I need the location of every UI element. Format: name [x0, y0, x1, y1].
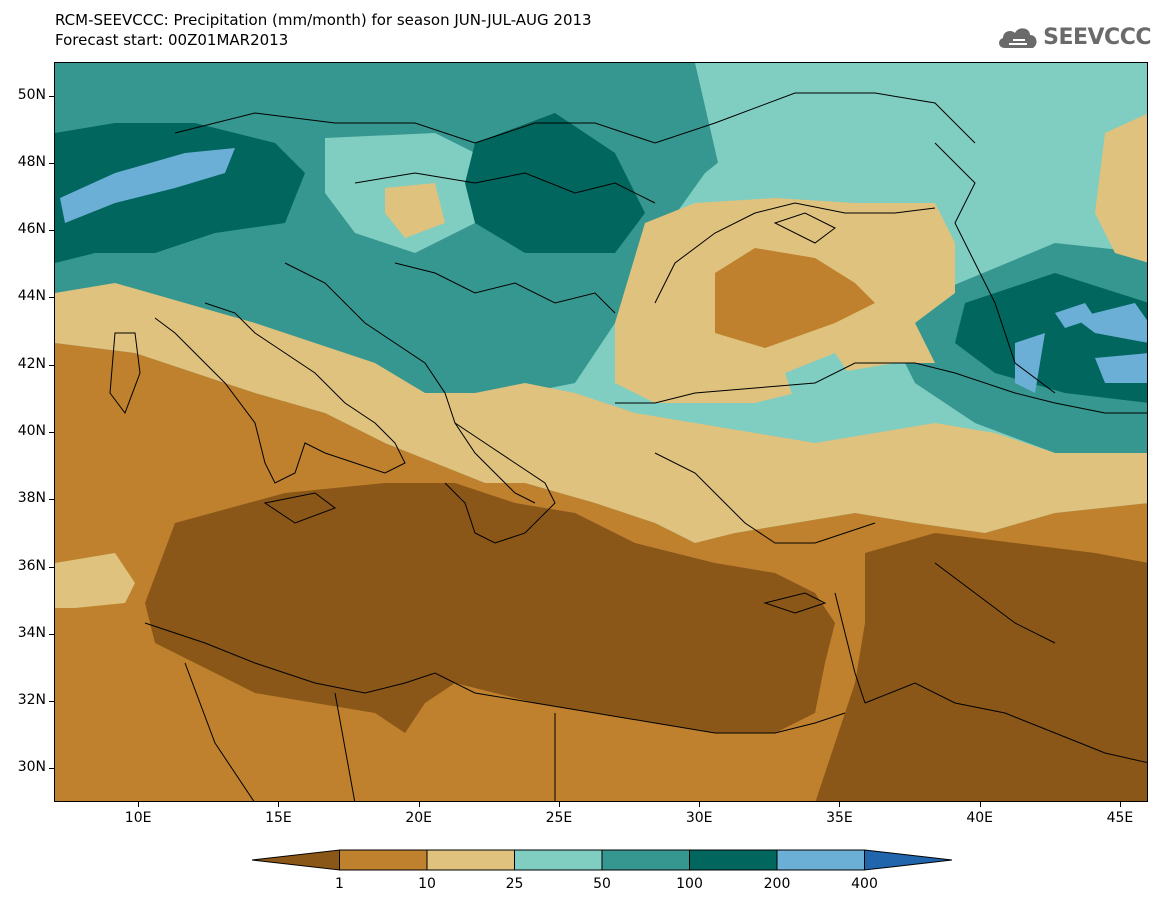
lat-label: 38N	[17, 490, 46, 507]
colorbar-segment	[426, 849, 515, 871]
map-title: RCM-SEEVCCC: Precipitation (mm/month) fo…	[55, 10, 592, 50]
cyprus-coastline	[763, 592, 827, 614]
lat-label: 32N	[17, 692, 46, 709]
italy-coastline	[154, 302, 406, 484]
coastlines	[109, 92, 1147, 801]
lat-label: 36N	[17, 557, 46, 574]
precipitation-map	[54, 62, 1148, 802]
border-iraq	[934, 562, 1056, 644]
border-east	[934, 142, 1056, 394]
lat-tick	[49, 297, 54, 299]
colorbar-segment	[689, 849, 778, 871]
lat-tick	[49, 768, 54, 770]
contour-caucasus-200-400	[1015, 303, 1147, 393]
border-africa	[184, 662, 556, 801]
logo-text: SEEVCCC	[1043, 24, 1151, 50]
greece-coastline	[444, 422, 556, 544]
colorbar-label: 1	[335, 876, 344, 892]
lat-tick	[49, 633, 54, 635]
lon-tick	[558, 802, 560, 807]
contour-alps-200-400	[60, 148, 235, 223]
lon-label: 25E	[545, 810, 573, 826]
contour-turkey-25-50	[785, 353, 855, 413]
lat-tick	[49, 230, 54, 232]
lon-label: 40E	[966, 810, 994, 826]
lon-label: 45E	[1106, 810, 1134, 826]
lat-tick	[49, 499, 54, 501]
lon-label: 10E	[124, 810, 152, 826]
lon-label: 30E	[685, 810, 713, 826]
border-central	[354, 172, 656, 204]
balkans-coastline	[284, 262, 536, 504]
lat-tick	[49, 364, 54, 366]
lat-label: 50N	[17, 86, 46, 103]
lon-tick	[418, 802, 420, 807]
turkey-coastline	[615, 362, 1147, 414]
border-mideast	[864, 682, 1147, 764]
lon-label: 15E	[265, 810, 292, 826]
sardinia-coastline	[109, 332, 141, 415]
turkey-south-coastline	[654, 452, 876, 544]
colorbar-label: 25	[505, 876, 524, 892]
contour-east-edge-25-50	[1095, 113, 1147, 263]
contour-central-med-below-1	[145, 483, 835, 733]
crimea-coastline	[773, 212, 836, 244]
lat-label: 44N	[17, 288, 46, 305]
lon-tick	[1119, 802, 1121, 807]
colorbar-segment	[864, 849, 953, 871]
colorbar-segment	[251, 849, 340, 871]
colorbar-label: 400	[851, 876, 878, 892]
sicily-coastline	[263, 492, 337, 524]
lon-label: 35E	[826, 810, 853, 826]
contour-south-10-25	[55, 283, 1147, 543]
border-north	[174, 92, 976, 144]
lat-tick	[49, 566, 54, 568]
map-canvas	[55, 63, 1147, 801]
contour-libya-below-1	[55, 713, 309, 801]
lon-tick	[278, 802, 280, 807]
title-line-1: RCM-SEEVCCC: Precipitation (mm/month) fo…	[55, 11, 592, 29]
colorbar-label: 100	[676, 876, 703, 892]
contour-alps-100-200	[55, 123, 305, 263]
seevccc-logo: SEEVCCC	[995, 22, 1151, 52]
lat-tick	[49, 95, 54, 97]
lat-label: 34N	[17, 624, 46, 641]
lat-tick	[49, 162, 54, 164]
contour-caucasus-100-200	[955, 273, 1147, 403]
lat-label: 30N	[17, 759, 46, 776]
lat-tick	[49, 432, 54, 433]
contour-hungary-100-200	[465, 113, 645, 253]
lat-label: 46N	[17, 221, 46, 238]
colorbar-segment	[776, 849, 865, 871]
lon-tick	[699, 802, 701, 807]
lon-label: 20E	[405, 810, 432, 826]
lon-tick	[979, 802, 981, 807]
colorbar-segment	[514, 849, 603, 871]
africa-coastline	[144, 622, 846, 734]
lat-label: 42N	[17, 355, 46, 372]
contour-interior-25-50	[385, 183, 445, 238]
colorbar-segment	[339, 849, 428, 871]
lon-tick	[138, 802, 140, 807]
contour-westcoast-25-50	[55, 553, 135, 608]
colorbar-label: 10	[418, 876, 436, 892]
blacksea-north-coastline	[654, 202, 936, 304]
colorbar-label: 200	[763, 876, 791, 892]
lon-tick	[839, 802, 841, 807]
lat-label: 40N	[17, 423, 46, 439]
lat-label: 48N	[17, 153, 46, 170]
lat-tick	[49, 701, 54, 703]
cloud-icon	[999, 28, 1037, 48]
contour-east-below-1	[815, 533, 1147, 801]
contour-blacksea-1-10	[715, 248, 875, 348]
colorbar-label: 50	[593, 876, 611, 892]
levant-coastline	[834, 592, 866, 704]
border-balkan	[394, 262, 616, 314]
colorbar-segment	[601, 849, 690, 871]
title-line-2: Forecast start: 00Z01MAR2013	[55, 31, 289, 49]
